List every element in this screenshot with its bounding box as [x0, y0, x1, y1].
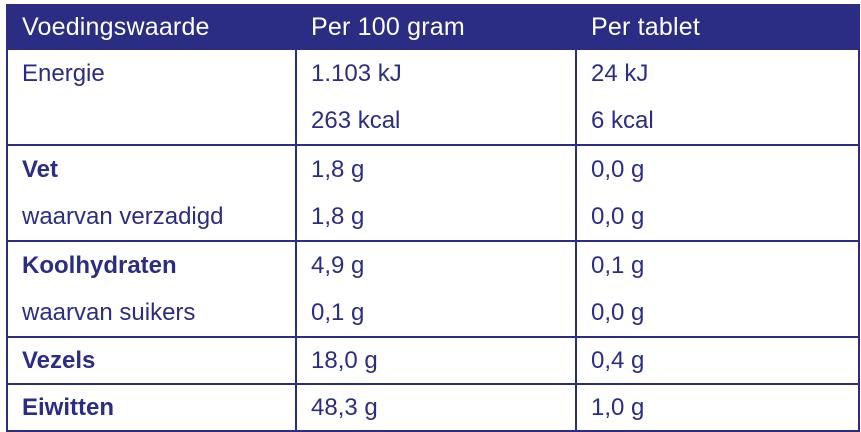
cell-per-tablet: 1,0 g — [575, 383, 860, 432]
value-per-100: 1,8 g — [311, 156, 365, 183]
nutrient-label: Koolhydraten — [22, 252, 177, 279]
value-per-100-kcal: 263 kcal — [311, 107, 401, 134]
value-per-tablet-kcal: 6 kcal — [591, 107, 654, 134]
nutrient-sublabel: waarvan verzadigd — [22, 203, 224, 230]
cell-label: Vet waarvan verzadigd — [6, 144, 297, 242]
header-per-tablet: Per tablet — [575, 4, 860, 50]
cell-per-100-gram: 48,3 g — [295, 383, 577, 432]
cell-label: Energie — [6, 48, 297, 146]
value-per-tablet-kj: 24 kJ — [591, 60, 649, 87]
value-per-100-kj: 1.103 kJ — [311, 60, 402, 87]
header-nutrient: Voedingswaarde — [6, 4, 297, 50]
table-row-vet: Vet waarvan verzadigd 1,8 g 1,8 g 0,0 g … — [6, 144, 860, 242]
value-per-100: 4,9 g — [311, 252, 365, 279]
value-per-tablet: 1,0 g — [591, 394, 645, 421]
cell-label: Koolhydraten waarvan suikers — [6, 240, 297, 338]
cell-per-tablet: 0,4 g — [575, 336, 860, 385]
nutrient-label: Eiwitten — [22, 394, 115, 421]
nutrient-label: Energie — [22, 60, 105, 87]
table-row-energie: Energie 1.103 kJ 263 kcal 24 kJ 6 kcal — [6, 48, 860, 146]
value-per-100-sub: 0,1 g — [311, 299, 365, 326]
table-row-eiwitten: Eiwitten 48,3 g 1,0 g — [6, 383, 860, 432]
nutrient-sublabel — [22, 98, 295, 144]
nutrition-table: Voedingswaarde Per 100 gram Per tablet E… — [6, 4, 860, 432]
cell-per-100-gram: 1.103 kJ 263 kcal — [295, 48, 577, 146]
table-header-row: Voedingswaarde Per 100 gram Per tablet — [6, 4, 860, 50]
value-per-tablet: 0,1 g — [591, 252, 645, 279]
table-row-vezels: Vezels 18,0 g 0,4 g — [6, 336, 860, 385]
cell-per-tablet: 24 kJ 6 kcal — [575, 48, 860, 146]
cell-per-100-gram: 18,0 g — [295, 336, 577, 385]
value-per-100: 48,3 g — [311, 394, 378, 421]
cell-per-tablet: 0,1 g 0,0 g — [575, 240, 860, 338]
value-per-tablet-sub: 0,0 g — [591, 299, 645, 326]
cell-label: Eiwitten — [6, 383, 297, 432]
value-per-tablet: 0,0 g — [591, 156, 645, 183]
nutrient-sublabel: waarvan suikers — [22, 299, 196, 326]
cell-per-tablet: 0,0 g 0,0 g — [575, 144, 860, 242]
cell-per-100-gram: 1,8 g 1,8 g — [295, 144, 577, 242]
header-per-100-gram: Per 100 gram — [295, 4, 577, 50]
cell-per-100-gram: 4,9 g 0,1 g — [295, 240, 577, 338]
value-per-100: 18,0 g — [311, 347, 378, 374]
nutrient-label: Vezels — [22, 347, 96, 374]
value-per-tablet-sub: 0,0 g — [591, 203, 645, 230]
cell-label: Vezels — [6, 336, 297, 385]
nutrient-label: Vet — [22, 156, 59, 183]
value-per-tablet: 0,4 g — [591, 347, 645, 374]
value-per-100-sub: 1,8 g — [311, 203, 365, 230]
table-row-koolhydraten: Koolhydraten waarvan suikers 4,9 g 0,1 g… — [6, 240, 860, 338]
